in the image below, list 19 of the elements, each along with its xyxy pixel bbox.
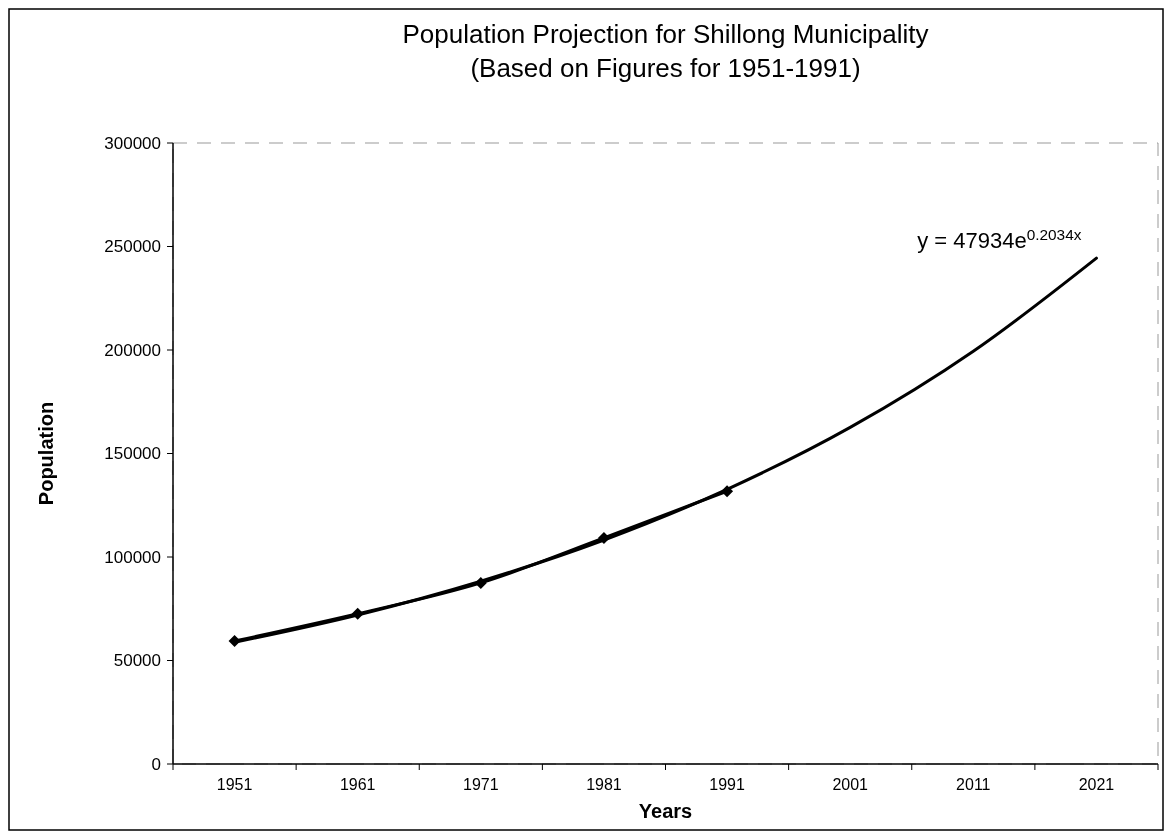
y-tick-label: 50000 (113, 651, 161, 671)
x-tick-label: 2021 (1078, 776, 1115, 793)
x-tick-label: 1961 (339, 776, 376, 793)
x-tick-label: 1971 (463, 776, 499, 793)
annotation: y = 47934e$^{0.2034x}$ (917, 225, 1082, 254)
x-axis-title: Years (638, 800, 693, 822)
y-tick-label: 0 (151, 754, 161, 774)
x-tick-label: 2011 (956, 776, 991, 793)
y-axis-title: Population (35, 401, 57, 506)
y-tick-label: 300000 (104, 133, 161, 153)
chart-title: Population Projection for Shillong Municipality (Based on Figures for 1951-1991) (402, 19, 929, 83)
y-tick-label: 150000 (104, 444, 161, 464)
x-tick-label: 1951 (216, 776, 253, 793)
x-tick-label: 2001 (832, 776, 869, 793)
y-tick-label: 100000 (104, 547, 161, 567)
x-tick-label: 1991 (709, 776, 745, 793)
x-tick-label: 1981 (586, 776, 622, 793)
y-tick-label: 250000 (104, 237, 161, 257)
y-tick-label: 200000 (104, 340, 161, 360)
